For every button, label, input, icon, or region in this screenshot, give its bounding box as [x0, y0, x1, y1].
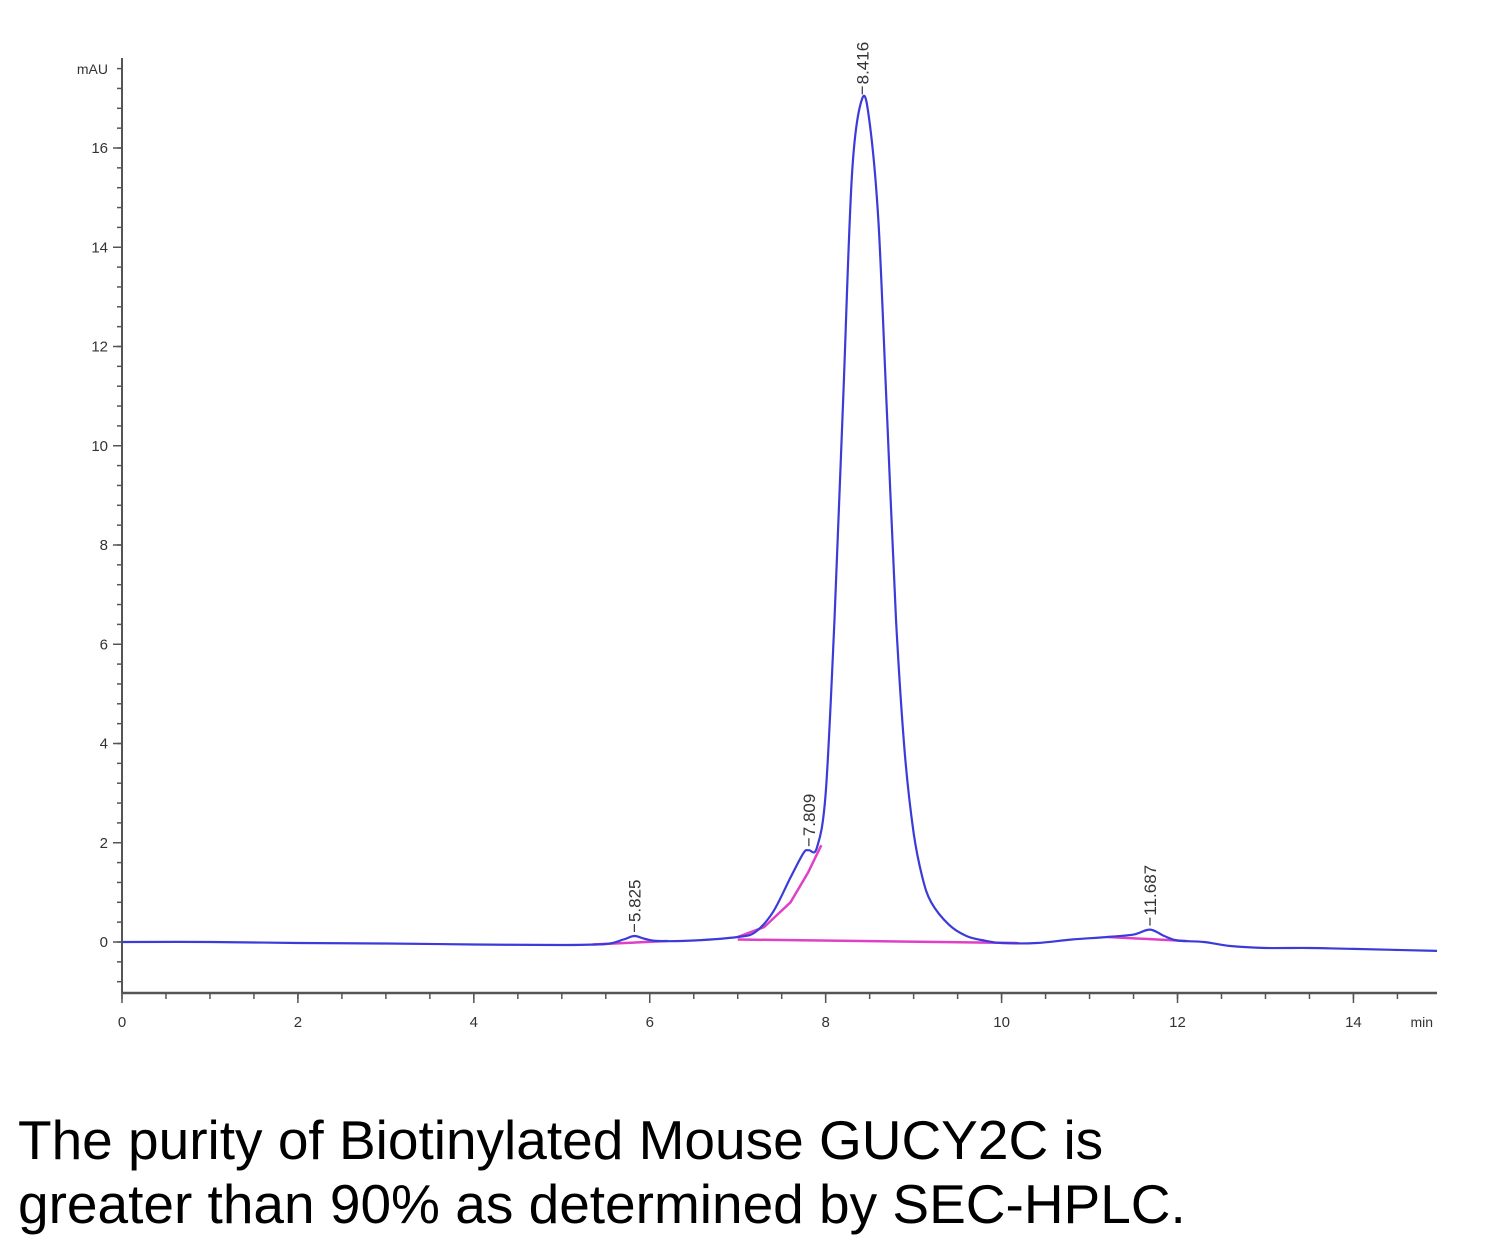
peak-label: 7.809: [800, 794, 819, 837]
y-tick-label: 14: [91, 239, 108, 256]
x-tick-label: 12: [1169, 1014, 1186, 1031]
baseline-segment: [737, 844, 823, 939]
y-tick-label: 0: [100, 934, 108, 951]
y-tick-label: 6: [100, 636, 108, 653]
x-tick-label: 6: [646, 1014, 654, 1031]
y-tick-label: 12: [91, 339, 108, 356]
trace-line: [121, 94, 1438, 952]
y-tick-label: 4: [100, 736, 108, 753]
integration-baselines: [592, 844, 1187, 946]
y-tick-label: 16: [91, 140, 108, 157]
x-tick-label: 2: [294, 1014, 302, 1031]
baseline-segment: [737, 938, 1020, 945]
y-tick-label: 8: [100, 537, 108, 554]
x-tick-label: 8: [822, 1014, 830, 1031]
figure-caption: The purity of Biotinylated Mouse GUCY2C …: [18, 1108, 1478, 1236]
y-tick-label: 2: [100, 835, 108, 852]
x-tick-label: 14: [1345, 1014, 1362, 1031]
x-tick-label: 4: [470, 1014, 478, 1031]
x-tick-label: 10: [993, 1014, 1010, 1031]
peak-label: 8.416: [853, 42, 872, 85]
chromatogram-trace: [121, 94, 1438, 952]
y-tick-label: 10: [91, 438, 108, 455]
chromatogram-chart: 0 2 4 6 8 10 12 14 16 mAU 0 2 4 6 8 10 12 14 min 5.825 7.80…: [77, 42, 1438, 1031]
caption-line-2: greater than 90% as determined by SEC-HP…: [18, 1173, 1186, 1235]
x-axis-label: min: [1410, 1014, 1433, 1030]
peak-labels: 5.825 7.809 8.416 11.687: [625, 42, 1160, 933]
axes: 0 2 4 6 8 10 12 14 16 mAU 0 2 4 6 8 10 12 14 min: [77, 58, 1437, 1031]
peak-label: 5.825: [625, 879, 644, 922]
y-axis-label: mAU: [77, 61, 108, 77]
peak-label: 11.687: [1141, 865, 1160, 916]
x-tick-label: 0: [118, 1014, 126, 1031]
caption-line-1: The purity of Biotinylated Mouse GUCY2C …: [18, 1109, 1104, 1171]
